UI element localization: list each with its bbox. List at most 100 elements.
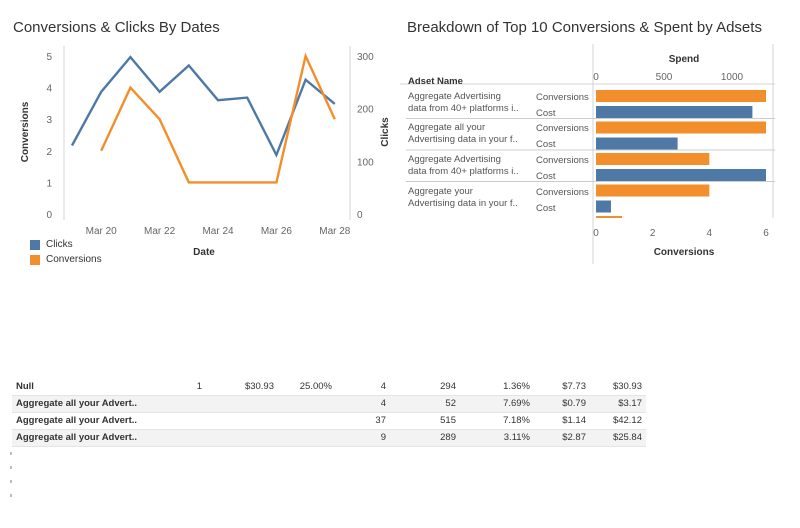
top-tick-label: 1000 xyxy=(721,72,744,83)
line-chart-legend[interactable]: Clicks Conversions xyxy=(30,237,102,267)
measure-label-cost: Cost xyxy=(536,203,556,214)
adset-name-1-line1: Aggregate Advertising xyxy=(408,91,501,102)
table-cell: 289 xyxy=(440,432,456,443)
table-cell: 37 xyxy=(375,415,386,426)
divider-mark xyxy=(10,452,12,455)
table-cell: $2.87 xyxy=(562,432,586,443)
legend-swatch-conversions xyxy=(30,254,40,265)
table-row[interactable]: Aggregate all your Advert.. 4 52 7.69% $… xyxy=(12,396,646,413)
table-cell: $1.14 xyxy=(562,415,586,426)
top-tick-label: 0 xyxy=(593,72,599,83)
bar-conversions xyxy=(596,153,710,165)
table-cell: $30.93 xyxy=(612,381,642,392)
bottom-axis-title: Conversions xyxy=(654,247,715,258)
table-row[interactable]: Null 1 $30.93 25.00% 4 294 1.36% $7.73 $… xyxy=(12,379,646,396)
table-cell: $42.12 xyxy=(612,415,642,426)
table-cell: 4 xyxy=(380,381,386,392)
table-cell: $0.79 xyxy=(562,398,586,409)
y-axis-title-left: Conversions xyxy=(20,101,31,162)
divider-mark xyxy=(10,466,12,469)
top-tick-label: 500 xyxy=(656,72,673,83)
table-cell: $3.17 xyxy=(618,398,642,409)
bar-chart-title: Breakdown of Top 10 Conversions & Spent … xyxy=(407,19,762,36)
table-cell: 294 xyxy=(440,381,456,392)
adset-name-2-line1: Aggregate all your xyxy=(408,122,486,133)
bottom-tick-label: 6 xyxy=(763,228,769,239)
y-tick-label-left: 3 xyxy=(46,115,52,126)
y-tick-label-right: 200 xyxy=(357,105,374,116)
bottom-tick-label: 4 xyxy=(707,228,713,239)
bottom-tick-label: 0 xyxy=(593,228,599,239)
bar-conversions xyxy=(596,184,710,197)
adset-name-4-line2: Advertising data in your f.. xyxy=(408,198,518,209)
y-tick-label-left: 4 xyxy=(46,84,52,95)
top-axis-title: Spend xyxy=(669,54,700,65)
line-chart[interactable]: 0 1 2 3 4 5 0 100 200 300 Mar 20 Mar 22 Mar 24 Mar 26… xyxy=(0,40,400,265)
table-cell: 7.69% xyxy=(503,398,530,409)
y-tick-label-left: 5 xyxy=(46,52,52,63)
table-row[interactable]: Aggregate all your Advert.. 37 515 7.18%… xyxy=(12,413,646,430)
table-cell-adset: Null xyxy=(16,381,34,392)
legend-swatch-clicks xyxy=(30,239,40,250)
measure-label-conversions: Conversions xyxy=(536,92,589,103)
table-cell: $25.84 xyxy=(612,432,642,443)
line-chart-title: Conversions & Clicks By Dates xyxy=(13,19,220,36)
bar-cost xyxy=(596,137,678,150)
adset-name-2-line2: Advertising data in your f.. xyxy=(408,134,518,145)
legend-item-clicks[interactable]: Clicks xyxy=(30,237,102,252)
measure-label-conversions: Conversions xyxy=(536,187,589,198)
table-cell: $30.93 xyxy=(244,381,274,392)
x-tick-label: Mar 20 xyxy=(86,226,118,237)
bar-cost xyxy=(596,200,611,213)
divider-mark xyxy=(10,480,12,483)
table-row[interactable]: Aggregate all your Advert.. 9 289 3.11% … xyxy=(12,430,646,447)
table-cell: 1 xyxy=(196,381,202,392)
adset-name-4-line1: Aggregate your xyxy=(408,186,473,197)
adset-name-header: Adset Name xyxy=(408,76,463,87)
table-cell-adset: Aggregate all your Advert.. xyxy=(16,415,138,426)
bar-cost xyxy=(596,106,753,118)
bar-conversions xyxy=(596,121,766,134)
bottom-tick-label: 2 xyxy=(650,228,656,239)
table-cell-adset: Aggregate all your Advert.. xyxy=(16,398,138,409)
measure-label-conversions: Conversions xyxy=(536,123,589,134)
y-tick-label-left: 1 xyxy=(46,178,52,189)
table-cell: 3.11% xyxy=(503,432,530,443)
x-axis-title: Date xyxy=(193,247,215,258)
bar-chart[interactable]: Spend 0 500 1000 0 2 4 6 Conversions xyxy=(400,40,800,270)
legend-label-clicks: Clicks xyxy=(46,239,73,250)
adset-name-1-line2: data from 40+ platforms i.. xyxy=(408,103,519,114)
table-cell: 515 xyxy=(440,415,456,426)
legend-item-conversions[interactable]: Conversions xyxy=(30,252,102,267)
y-tick-label-right: 300 xyxy=(357,52,374,63)
measure-label-cost: Cost xyxy=(536,108,556,119)
y-axis-title-right: Clicks xyxy=(380,117,391,147)
adset-table[interactable]: Null 1 $30.93 25.00% 4 294 1.36% $7.73 $… xyxy=(12,379,646,447)
series-line-clicks xyxy=(70,55,336,158)
table-cell: 4 xyxy=(380,398,386,409)
measure-label-conversions: Conversions xyxy=(536,155,589,166)
x-tick-label: Mar 28 xyxy=(319,226,351,237)
y-tick-label-right: 0 xyxy=(357,210,363,221)
x-tick-label: Mar 24 xyxy=(202,226,234,237)
bar-cost xyxy=(596,169,766,181)
table-cell: 9 xyxy=(380,432,386,443)
legend-label-conversions: Conversions xyxy=(46,254,102,265)
measure-label-cost: Cost xyxy=(536,171,556,182)
adset-name-3-line1: Aggregate Advertising xyxy=(408,154,501,165)
table-cell-adset: Aggregate all your Advert.. xyxy=(16,432,138,443)
table-cell: 1.36% xyxy=(503,381,530,392)
table-cell: 7.18% xyxy=(503,415,530,426)
x-tick-label: Mar 26 xyxy=(261,226,293,237)
series-line-conversions xyxy=(100,52,336,184)
x-tick-label: Mar 22 xyxy=(144,226,176,237)
table-cell: $7.73 xyxy=(562,381,586,392)
divider-mark xyxy=(10,494,12,497)
bar-conversions xyxy=(596,90,766,102)
y-tick-label-right: 100 xyxy=(357,157,374,168)
table-cell: 25.00% xyxy=(299,381,332,392)
table-cell: 52 xyxy=(445,398,456,409)
adset-name-3-line2: data from 40+ platforms i.. xyxy=(408,166,519,177)
y-tick-label-left: 0 xyxy=(46,210,52,221)
measure-label-cost: Cost xyxy=(536,139,556,150)
